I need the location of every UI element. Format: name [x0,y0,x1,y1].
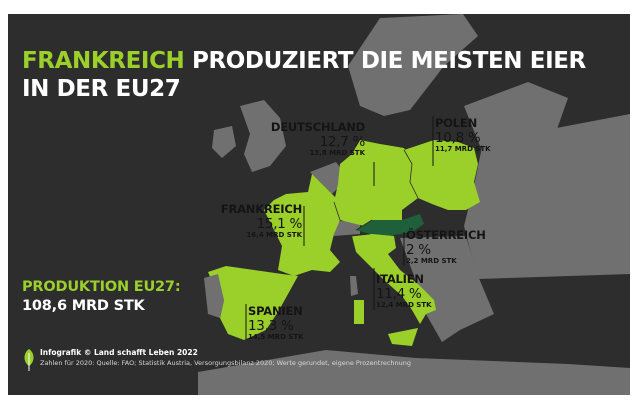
leaf-logo-icon [24,349,34,371]
title-highlight: FRANKREICH [22,48,185,74]
country-amount: 11,7 MRD STK [435,145,491,153]
country-percent: 15,1 % [256,215,303,232]
eastern-land [464,114,630,279]
country-name: POLEN [435,116,478,130]
country-percent: 2 % [406,241,431,258]
scandinavia-land [348,14,478,116]
country-name: SPANIEN [248,304,303,318]
country-amount: 14,5 MRD STK [248,333,304,341]
label-oesterreich: ÖSTERREICH 2 % 2,2 MRD STK [406,228,486,265]
country-percent: 11,4 % [376,285,422,302]
page-title-line-2: IN DER EU27 [22,76,181,102]
map-sardinien [354,300,364,324]
label-frankreich: FRANKREICH 15,1 % 16,4 MRD STK [220,202,303,239]
label-deutschland: DEUTSCHLAND 12,7 % 13,8 MRD STK [270,120,366,157]
border-lines [333,149,419,237]
label-italien: ITALIEN 11,4 % 12,4 MRD STK [376,272,432,309]
country-amount: 2,2 MRD STK [406,257,457,265]
country-amount: 13,8 MRD STK [309,149,365,157]
country-percent: 10,8 % [435,129,481,146]
country-amount: 12,4 MRD STK [376,301,432,309]
map-deutschland [334,140,418,226]
country-name: FRANKREICH [220,202,302,216]
production-value: 108,6 MRD STK [22,297,145,314]
map-spanien [208,266,298,340]
country-name: ÖSTERREICH [406,228,486,242]
north-africa-land [198,350,630,395]
balkans-land [400,236,494,342]
production-label: PRODUKTION EU27: [22,279,181,295]
map-portugal [204,274,224,318]
country-percent: 12,7 % [319,133,366,150]
ireland-land [212,126,236,158]
uk-land [240,100,286,172]
country-name: ITALIEN [376,272,424,286]
country-name: DEUTSCHLAND [270,120,365,134]
footer-source: Zahlen für 2020: Quelle: FAO; Statistik … [40,359,412,367]
map-italien [352,234,436,324]
baltic-land [464,82,568,146]
corsica-land [350,276,358,296]
europe-map [198,14,630,395]
production-summary: PRODUKTION EU27: 108,6 MRD STK [22,279,181,314]
country-amount: 16,4 MRD STK [246,231,302,239]
map-oesterreich [356,214,424,236]
country-percent: 13,3 % [248,317,294,334]
label-spanien: SPANIEN 13,3 % 14,5 MRD STK [248,304,304,341]
infographic-frame: FRANKREICH PRODUZIERT DIE MEISTEN EIER I… [8,14,630,395]
map-polen [404,140,480,210]
map-sizilien [388,328,418,346]
label-polen: POLEN 10,8 % 11,7 MRD STK [435,116,491,153]
page-title-line-1: FRANKREICH PRODUZIERT DIE MEISTEN EIER [22,50,586,73]
footer-credit: Infografik © Land schafft Leben 2022 [40,348,198,357]
map-frankreich [264,174,340,276]
title-line-1-rest: PRODUZIERT DIE MEISTEN EIER [184,48,586,74]
